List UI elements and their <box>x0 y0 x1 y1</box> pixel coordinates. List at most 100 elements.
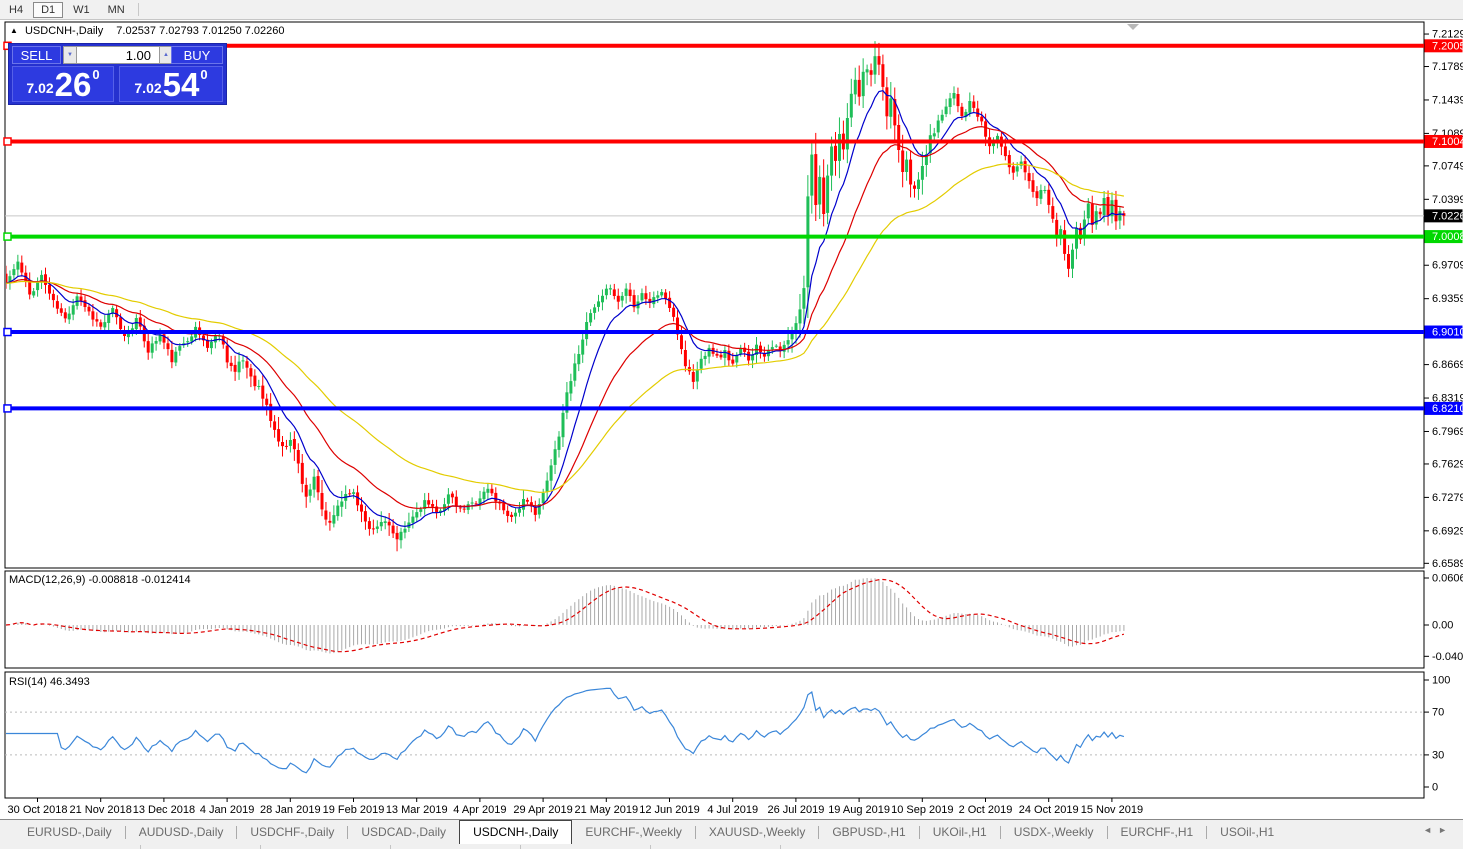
collapse-panel-icon[interactable]: ▲ <box>10 26 18 35</box>
svg-text:0.060687: 0.060687 <box>1432 572 1463 584</box>
price-chart-canvas[interactable]: 7.212907.178907.143907.108907.074907.039… <box>0 0 1463 818</box>
svg-text:2 Oct 2019: 2 Oct 2019 <box>959 804 1013 816</box>
chart-tab-usdcnh-daily[interactable]: USDCNH-,Daily <box>459 820 573 844</box>
svg-text:70: 70 <box>1432 707 1444 719</box>
svg-text:0.00: 0.00 <box>1432 620 1453 632</box>
svg-text:26 Jul 2019: 26 Jul 2019 <box>767 804 824 816</box>
svg-text:7.03990: 7.03990 <box>1432 194 1463 206</box>
sell-button[interactable]: SELL <box>12 46 61 64</box>
svg-text:100: 100 <box>1432 675 1450 687</box>
svg-text:30: 30 <box>1432 749 1444 761</box>
macd-signal-line <box>6 578 1125 653</box>
svg-text:6.93590: 6.93590 <box>1432 293 1463 305</box>
toolbar-separator <box>137 3 139 16</box>
svg-text:6.83190: 6.83190 <box>1432 393 1463 405</box>
candlesticks-layer <box>6 41 1126 552</box>
sell-price-prefix: 7.02 <box>26 80 54 96</box>
svg-text:21 Nov 2018: 21 Nov 2018 <box>70 804 132 816</box>
timeframe-button-w1[interactable]: W1 <box>73 3 90 16</box>
buy-button[interactable]: BUY <box>171 46 223 64</box>
sell-price-big-digits: 26 <box>54 65 92 103</box>
horizontal-level-line[interactable]: 7.10045 <box>3 134 1463 148</box>
chart-tabs: EURUSD-,Daily AUDUSD-,Daily USDCHF-,Daily U… <box>14 820 1287 844</box>
horizontal-level-line[interactable]: 6.90100 <box>3 325 1463 339</box>
macd-pane[interactable] <box>4 570 1425 669</box>
svg-text:4 Apr 2019: 4 Apr 2019 <box>453 804 506 816</box>
status-divider <box>390 845 391 849</box>
chart-tab-eurchf-h1[interactable]: EURCHF-,H1 <box>1120 825 1194 839</box>
horizontal-level-line[interactable]: 7.20058 <box>3 39 1463 53</box>
tab-separator <box>1106 825 1108 839</box>
chart-tab-usdx-weekly[interactable]: USDX-,Weekly <box>1013 825 1094 839</box>
svg-text:12 Jun 2019: 12 Jun 2019 <box>639 804 700 816</box>
svg-text:7.00089: 7.00089 <box>1432 231 1463 243</box>
macd-histogram <box>9 578 1125 654</box>
svg-text:6.72790: 6.72790 <box>1432 492 1463 504</box>
status-divider <box>140 845 141 849</box>
svg-text:6.86690: 6.86690 <box>1432 359 1463 371</box>
chart-tab-usoil-h1[interactable]: USOil-,H1 <box>1220 825 1275 839</box>
tab-separator <box>918 825 920 839</box>
horizontal-level-line[interactable]: 7.00089 <box>3 230 1463 244</box>
volume-stepper: ▼ ▲ <box>63 46 173 64</box>
buy-price-button[interactable]: 7.02 54 0 <box>119 66 223 102</box>
chart-tab-eurusd-daily[interactable]: EURUSD-,Daily <box>27 825 112 839</box>
status-divider <box>260 845 261 849</box>
svg-text:21 May 2019: 21 May 2019 <box>574 804 638 816</box>
chart-tab-bar: EURUSD-,Daily AUDUSD-,Daily USDCHF-,Daily U… <box>0 819 1463 844</box>
tab-scroll-arrows[interactable]: ◄► <box>1423 825 1453 835</box>
chart-tab-usdcad-daily[interactable]: USDCAD-,Daily <box>361 825 447 839</box>
chart-symbol-label: USDCNH-,Daily <box>24 25 104 37</box>
buy-price-pip-digit: 0 <box>200 67 208 82</box>
timeframe-button-mn[interactable]: MN <box>107 3 125 16</box>
shift-end-marker-icon[interactable] <box>1127 24 1139 30</box>
rsi-line <box>6 687 1125 774</box>
svg-text:0: 0 <box>1432 782 1438 794</box>
svg-text:10 Sep 2019: 10 Sep 2019 <box>891 804 953 816</box>
chart-tab-gbpusd-h1[interactable]: GBPUSD-,H1 <box>832 825 906 839</box>
svg-text:24 Oct 2019: 24 Oct 2019 <box>1019 804 1079 816</box>
status-divider <box>650 845 651 849</box>
status-divider <box>520 845 521 849</box>
svg-text:6.69290: 6.69290 <box>1432 525 1463 537</box>
chart-tab-ukoil-h1[interactable]: UKOil-,H1 <box>932 825 987 839</box>
svg-text:4 Jul 2019: 4 Jul 2019 <box>707 804 758 816</box>
chart-tab-eurchf-weekly[interactable]: EURCHF-,Weekly <box>585 825 682 839</box>
rsi-pane[interactable] <box>4 671 1425 799</box>
svg-text:-0.040432: -0.040432 <box>1432 651 1463 663</box>
timeframe-button-h4[interactable]: H4 <box>9 3 24 16</box>
macd-indicator-label: MACD(12,26,9) -0.008818 -0.012414 <box>9 574 191 586</box>
tab-separator <box>236 825 238 839</box>
rsi-indicator-label: RSI(14) 46.3493 <box>9 676 90 688</box>
svg-text:7.02260: 7.02260 <box>1432 210 1463 222</box>
buy-price-prefix: 7.02 <box>134 80 162 96</box>
tab-separator <box>347 825 349 839</box>
volume-input[interactable] <box>77 46 159 64</box>
svg-text:7.20058: 7.20058 <box>1432 40 1463 52</box>
tab-separator <box>999 825 1001 839</box>
volume-decrease-button[interactable]: ▼ <box>63 46 77 64</box>
svg-text:6.76290: 6.76290 <box>1432 458 1463 470</box>
buy-price-big-digits: 54 <box>162 65 200 103</box>
tab-separator <box>818 825 820 839</box>
tab-separator <box>1206 825 1208 839</box>
svg-text:6.79690: 6.79690 <box>1432 426 1463 438</box>
date-scale[interactable]: 30 Oct 2018 21 Nov 2018 13 Dec 2018 4 Jan 2… <box>8 798 1144 816</box>
svg-text:13 Mar 2019: 13 Mar 2019 <box>386 804 448 816</box>
svg-text:6.97090: 6.97090 <box>1432 260 1463 272</box>
timeframe-button-d1[interactable]: D1 <box>33 1 64 18</box>
chart-tab-usdchf-daily[interactable]: USDCHF-,Daily <box>250 825 335 839</box>
svg-text:6.90100: 6.90100 <box>1432 327 1463 339</box>
tab-scroll-right-icon[interactable]: ► <box>1438 825 1453 835</box>
price-scale[interactable]: 7.212907.178907.143907.108907.074907.039… <box>1424 29 1463 570</box>
chart-tab-audusd-daily[interactable]: AUDUSD-,Daily <box>138 825 224 839</box>
timeframe-toolbar: H4 D1 W1 MN <box>0 0 1463 20</box>
svg-text:7.21290: 7.21290 <box>1432 29 1463 41</box>
chart-title: ▲ USDCNH-,Daily 7.02537 7.02793 7.01250 … <box>10 25 285 37</box>
horizontal-level-line[interactable]: 6.82103 <box>3 401 1463 415</box>
chart-tab-xauusd-weekly[interactable]: XAUUSD-,Weekly <box>708 825 806 839</box>
sell-price-button[interactable]: 7.02 26 0 <box>12 66 114 102</box>
tab-scroll-left-icon[interactable]: ◄ <box>1423 825 1439 835</box>
main-pane[interactable] <box>4 21 1425 569</box>
